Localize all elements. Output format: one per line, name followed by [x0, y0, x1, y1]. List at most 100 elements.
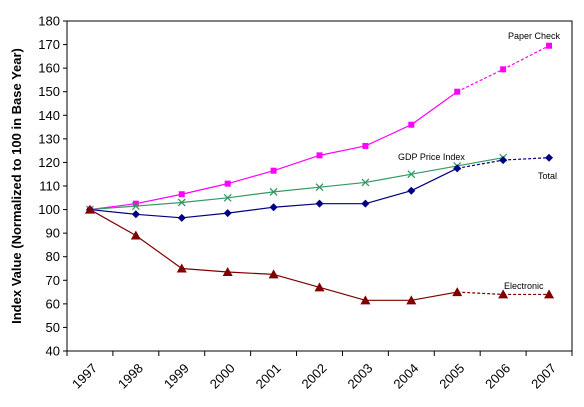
- series-1-point-2: [177, 198, 186, 207]
- y-tick-label-90: 90: [46, 226, 60, 241]
- series-3-point-4: [268, 269, 279, 279]
- series-1-segment-1: [135, 201, 182, 207]
- series-1-point-5-b: [315, 183, 324, 192]
- x-tick-label-2007: 2007: [528, 361, 559, 392]
- series-3-point-5: [314, 282, 325, 292]
- series-3-point-3: [222, 267, 233, 277]
- x-tick-label-1999: 1999: [161, 361, 192, 392]
- series-1-segment-8: [457, 157, 504, 167]
- series-3-point-10: [544, 289, 555, 299]
- x-tick-label-1997: 1997: [69, 361, 100, 392]
- series-1-point-1: [131, 202, 140, 210]
- series-1-segment-6: [365, 173, 412, 184]
- series-1-segment-3: [227, 191, 274, 199]
- series-3-segment-0: [89, 209, 137, 237]
- y-tick-label-110: 110: [39, 179, 60, 194]
- series-2-point-2: [177, 213, 186, 222]
- series-1-point-6: [361, 178, 370, 187]
- series-2-point-9: [499, 156, 508, 165]
- series-label-paper-check: Paper Check: [508, 31, 561, 41]
- series-3-segment-1: [135, 235, 183, 269]
- series-2-point-3: [223, 209, 232, 218]
- series-2-point-4: [269, 203, 278, 212]
- series-1-segment-2: [181, 197, 228, 204]
- series-3-point-7: [406, 295, 417, 305]
- y-tick-labels: 40 50 60 70 80 90 100 110 120 130 140 150 160 170 180: [38, 14, 60, 359]
- series-electronic: [84, 204, 555, 305]
- y-tick-label-170: 170: [38, 37, 60, 52]
- x-tick-label-2000: 2000: [207, 361, 238, 392]
- series-0-point-4: [270, 167, 277, 174]
- series-3-point-8: [452, 287, 463, 297]
- y-axis-label: Index Value (Normalized to 100 in Base Y…: [9, 48, 24, 324]
- series-0-segment-5: [319, 145, 366, 156]
- series-3-segment-5: [319, 286, 366, 301]
- series-total: [85, 153, 554, 222]
- series-2-point-10: [545, 153, 554, 162]
- x-tick-labels: 1997 1998 1999 2000 2001 2002 2003 2004 2005 2006…: [69, 361, 559, 392]
- series-2-point-8: [453, 164, 462, 173]
- series-2-point-7: [407, 186, 416, 195]
- series-1-segment-7: [411, 165, 458, 175]
- axes: [63, 20, 573, 356]
- series-0-segment-8: [456, 68, 504, 93]
- series-0-segment-7: [410, 91, 458, 126]
- series-0-point-1: [132, 200, 139, 207]
- series-2-point-6: [361, 199, 370, 208]
- series-0-point-6: [362, 142, 369, 149]
- series-2-point-5: [315, 199, 324, 208]
- series-2-segment-3: [227, 206, 274, 214]
- series-3-point-2: [176, 263, 187, 273]
- series-0-segment-6: [365, 124, 412, 147]
- y-tick-label-140: 140: [38, 108, 60, 123]
- y-tick-label-50: 50: [46, 320, 60, 335]
- y-tick-label-100: 100: [38, 202, 60, 217]
- series-0-point-3: [224, 180, 231, 187]
- series-0-segment-9: [502, 45, 550, 70]
- x-tick-label-2001: 2001: [253, 361, 284, 392]
- y-tick-label-130: 130: [38, 131, 60, 146]
- series-1-segment-0: [89, 205, 136, 211]
- series-1-point-2-b: [177, 198, 186, 207]
- x-tick-label-2004: 2004: [390, 361, 421, 392]
- y-tick-label-180: 180: [38, 14, 60, 29]
- x-tick-label-2003: 2003: [344, 361, 375, 392]
- series-annotations: Paper Check GDP Price Index Total Electroni…: [398, 31, 561, 291]
- series-1-point-3: [223, 193, 232, 202]
- series-1-point-1-b: [131, 202, 140, 210]
- x-tick-label-2002: 2002: [299, 361, 330, 392]
- series-3-segment-7: [411, 291, 458, 301]
- series-3-segment-4: [273, 273, 320, 288]
- series-3-point-9: [498, 289, 509, 299]
- series-1-segment-4: [273, 186, 320, 193]
- series-2-segment-9: [503, 157, 550, 161]
- series-1-point-7: [407, 170, 416, 179]
- series-2-segment-0: [89, 208, 136, 215]
- series-label-electronic: Electronic: [504, 281, 544, 291]
- series-1-point-5: [315, 183, 324, 192]
- series-3-segment-2: [181, 267, 228, 273]
- y-tick-label-80: 80: [46, 249, 60, 264]
- y-tick-label-40: 40: [46, 344, 60, 359]
- series-2-segment-4: [273, 203, 320, 208]
- series-0-point-5: [316, 152, 323, 159]
- series-1-point-4-b: [269, 187, 278, 196]
- series-0-point-2: [178, 191, 185, 198]
- series-2-segment-7: [411, 167, 458, 192]
- series-0-point-8: [454, 88, 461, 95]
- series-2-segment-2: [181, 212, 228, 219]
- series-1-point-7-b: [407, 170, 416, 179]
- series-0-segment-4: [273, 154, 320, 172]
- series-1-point-3-b: [223, 193, 232, 202]
- y-tick-label-60: 60: [46, 296, 60, 311]
- plot-area: [66, 20, 573, 352]
- y-tick-label-120: 120: [38, 155, 60, 170]
- series-1-point-4: [269, 187, 278, 196]
- y-tick-label-150: 150: [38, 84, 60, 99]
- series-0-segment-1: [135, 193, 182, 205]
- series-2-segment-6: [365, 190, 412, 205]
- series-2-segment-8: [457, 159, 504, 169]
- series-0-point-10: [546, 42, 553, 49]
- series-3-point-6: [360, 295, 371, 305]
